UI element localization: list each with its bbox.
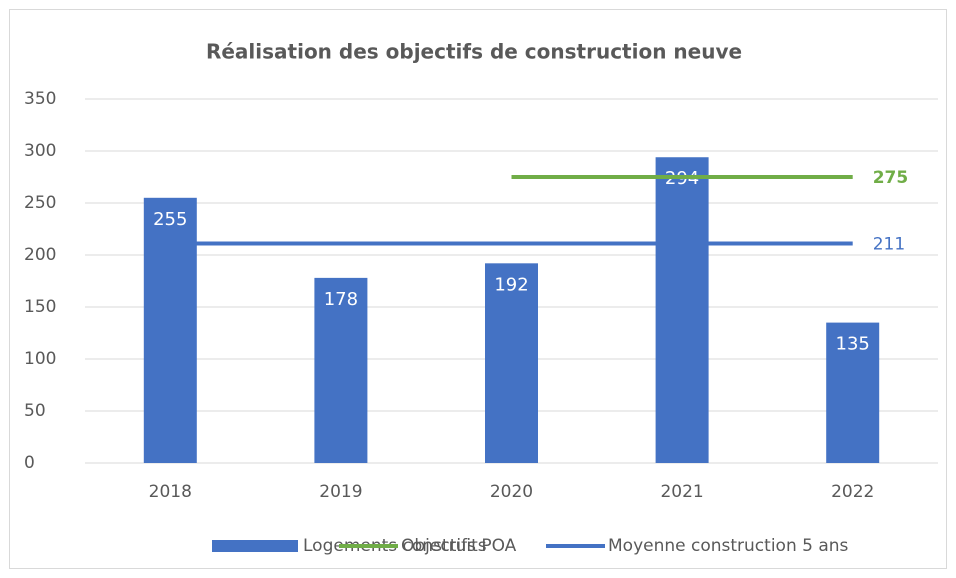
- end-label: 211: [873, 235, 905, 255]
- data-label: 255: [153, 209, 187, 230]
- y-tick-label: 200: [24, 245, 56, 265]
- bar: [826, 322, 880, 463]
- x-tick-label: 2022: [831, 482, 874, 502]
- legend-label: Moyenne construction 5 ans: [608, 536, 849, 556]
- end-label: 275: [873, 168, 909, 188]
- y-tick-label: 100: [24, 349, 56, 369]
- bar: [655, 157, 709, 464]
- data-label: 192: [494, 274, 528, 295]
- y-tick-label: 300: [24, 141, 56, 161]
- chart-title: Réalisation des objectifs de constructio…: [206, 40, 742, 64]
- legend-swatch: [212, 540, 298, 552]
- data-label: 135: [836, 334, 870, 355]
- legend-label: Objectifs POA: [401, 536, 517, 556]
- bar: [314, 277, 368, 463]
- bar: [485, 263, 538, 463]
- y-tick-label: 250: [24, 193, 56, 213]
- y-tick-label: 0: [24, 453, 35, 473]
- y-tick-label: 350: [24, 89, 56, 109]
- x-tick-label: 2019: [319, 482, 362, 502]
- x-tick-label: 2018: [149, 482, 192, 502]
- data-label: 178: [324, 289, 358, 310]
- x-tick-label: 2020: [490, 482, 533, 502]
- y-tick-label: 50: [24, 401, 46, 421]
- y-tick-label: 150: [24, 297, 56, 317]
- x-tick-label: 2021: [660, 482, 703, 502]
- bar: [143, 197, 197, 464]
